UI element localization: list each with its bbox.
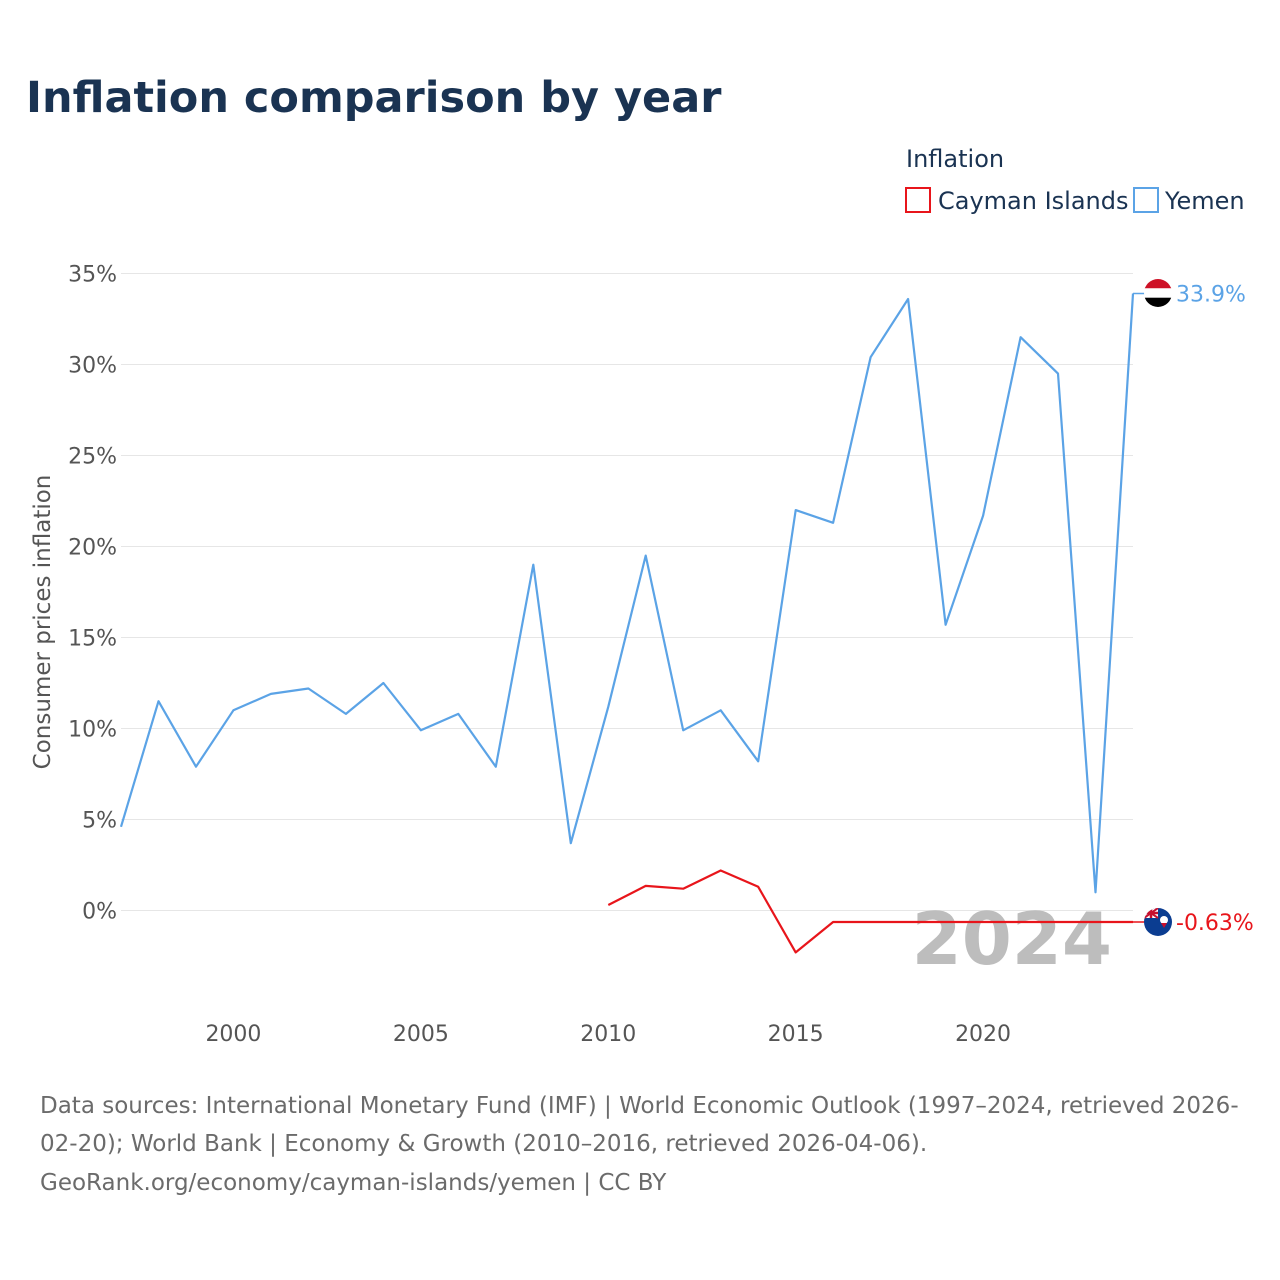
chart-title: Inflation comparison by year [26, 73, 722, 123]
data-point-yemen[interactable] [567, 839, 575, 847]
current-year-watermark: 2024 [912, 897, 1112, 981]
data-point-yemen[interactable] [1054, 370, 1062, 378]
y-tick-label: 10% [68, 718, 117, 743]
x-tick-label: 2020 [955, 1022, 1011, 1047]
data-point-yemen[interactable] [867, 353, 875, 361]
y-axis-ticks: 0% 5% 10% 15% 20% 25% 30% 35% [68, 263, 117, 925]
legend: Inflation Cayman Islands Yemen [905, 145, 1245, 215]
data-point-yemen[interactable] [1092, 888, 1100, 896]
y-tick-label: 35% [68, 263, 117, 288]
y-tick-label: 0% [82, 900, 117, 925]
data-point-yemen[interactable] [754, 757, 762, 765]
yemen-flag-icon [1144, 279, 1172, 307]
y-tick-label: 5% [82, 809, 117, 834]
legend-swatch-yemen [1133, 187, 1159, 213]
data-point-yemen[interactable] [117, 823, 125, 831]
data-point-yemen[interactable] [379, 679, 387, 687]
data-point-yemen[interactable] [979, 512, 987, 520]
data-sources-line-2: 02-20); World Bank | Economy & Growth (2… [40, 1131, 927, 1157]
y-tick-label: 20% [68, 536, 117, 561]
end-value-label-cayman-islands: -0.63% [1176, 911, 1254, 936]
data-point-yemen[interactable] [792, 506, 800, 514]
legend-item-yemen[interactable]: Yemen [1133, 187, 1245, 215]
series-line-yemen[interactable] [119, 293, 1135, 894]
data-point-yemen[interactable] [604, 703, 612, 711]
data-point-yemen[interactable] [492, 763, 500, 771]
y-tick-label: 30% [68, 354, 117, 379]
data-point-cayman-islands[interactable] [679, 885, 687, 893]
data-point-yemen[interactable] [904, 295, 912, 303]
data-point-yemen[interactable] [192, 763, 200, 771]
end-value-label-yemen: 33.9% [1176, 283, 1246, 308]
data-point-cayman-islands[interactable] [642, 882, 650, 890]
x-tick-label: 2010 [580, 1022, 636, 1047]
x-tick-label: 2000 [205, 1022, 261, 1047]
footer: Data sources: International Monetary Fun… [40, 1093, 1239, 1196]
x-tick-label: 2015 [768, 1022, 824, 1047]
data-point-yemen[interactable] [342, 710, 350, 718]
gridlines [121, 273, 1133, 911]
data-point-cayman-islands[interactable] [717, 866, 725, 874]
data-point-cayman-islands[interactable] [792, 948, 800, 956]
y-tick-label: 25% [68, 445, 117, 470]
series-line-cayman-islands[interactable] [607, 869, 1133, 954]
legend-label-yemen: Yemen [1164, 187, 1245, 215]
data-point-yemen[interactable] [1017, 333, 1025, 341]
y-axis-label: Consumer prices inflation [30, 475, 56, 770]
legend-swatch-cayman-islands [905, 187, 931, 213]
data-point-cayman-islands[interactable] [829, 918, 837, 926]
data-point-yemen[interactable] [829, 519, 837, 527]
data-point-cayman-islands[interactable] [604, 901, 612, 909]
data-point-cayman-islands[interactable] [754, 883, 762, 891]
data-point-yemen[interactable] [529, 561, 537, 569]
x-axis-ticks: 2000 2005 2010 2015 2020 [205, 1022, 1011, 1047]
data-point-yemen[interactable] [717, 706, 725, 714]
legend-label-cayman-islands: Cayman Islands [938, 187, 1129, 215]
data-point-yemen[interactable] [454, 710, 462, 718]
cayman-islands-flag-icon [1144, 908, 1172, 936]
data-point-yemen[interactable] [304, 684, 312, 692]
data-point-yemen[interactable] [679, 726, 687, 734]
data-point-yemen[interactable] [229, 706, 237, 714]
data-point-yemen[interactable] [642, 552, 650, 560]
data-point-yemen[interactable] [154, 697, 162, 705]
legend-title: Inflation [906, 145, 1004, 173]
data-point-yemen[interactable] [267, 690, 275, 698]
legend-item-cayman-islands[interactable]: Cayman Islands [905, 187, 1129, 215]
data-point-yemen[interactable] [417, 726, 425, 734]
source-url-license[interactable]: GeoRank.org/economy/cayman-islands/yemen… [40, 1170, 667, 1196]
data-point-yemen[interactable] [942, 621, 950, 629]
series-lines [117, 292, 1158, 956]
data-sources-line-1: Data sources: International Monetary Fun… [40, 1093, 1239, 1119]
x-tick-label: 2005 [393, 1022, 449, 1047]
y-tick-label: 15% [68, 627, 117, 652]
